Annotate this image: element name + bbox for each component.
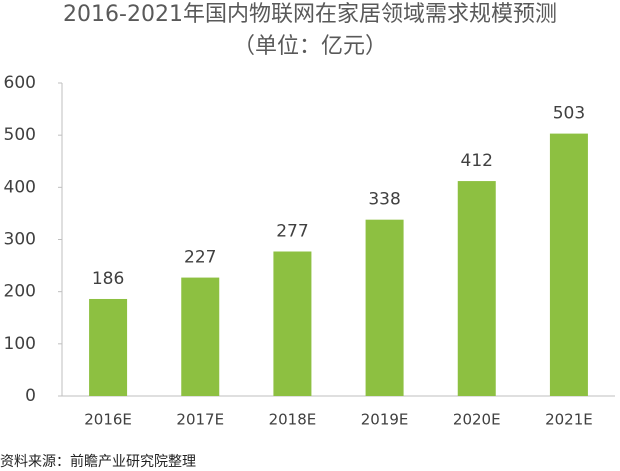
y-tick-label: 100: [4, 334, 36, 354]
y-tick-label: 600: [4, 73, 36, 93]
y-tick-label: 200: [4, 282, 36, 302]
value-label: 227: [184, 248, 216, 268]
chart-subtitle: （单位：亿元）: [233, 34, 387, 59]
y-tick-label: 0: [25, 386, 36, 406]
value-label: 277: [276, 221, 308, 241]
bar: [273, 251, 312, 396]
y-tick-label: 500: [4, 125, 36, 145]
x-tick-label: 2019E: [361, 411, 409, 429]
value-label: 186: [92, 269, 124, 289]
value-label: 503: [553, 104, 585, 124]
bar: [181, 277, 220, 396]
bar: [549, 133, 588, 396]
value-label: 412: [461, 151, 493, 171]
value-label: 338: [368, 190, 400, 210]
x-tick-label: 2021E: [545, 411, 593, 429]
y-tick-label: 400: [4, 177, 36, 197]
x-tick-label: 2017E: [176, 411, 224, 429]
x-tick-label: 2018E: [269, 411, 317, 429]
bar: [457, 181, 496, 396]
x-tick-label: 2016E: [84, 411, 132, 429]
x-tick-label: 2020E: [453, 411, 501, 429]
source-note: 资料来源：前瞻产业研究院整理: [0, 453, 196, 470]
y-tick-label: 300: [4, 230, 36, 250]
chart-title: 2016-2021年国内物联网在家居领域需求规模预测: [63, 2, 557, 27]
bar: [365, 219, 404, 396]
bar: [89, 298, 128, 396]
